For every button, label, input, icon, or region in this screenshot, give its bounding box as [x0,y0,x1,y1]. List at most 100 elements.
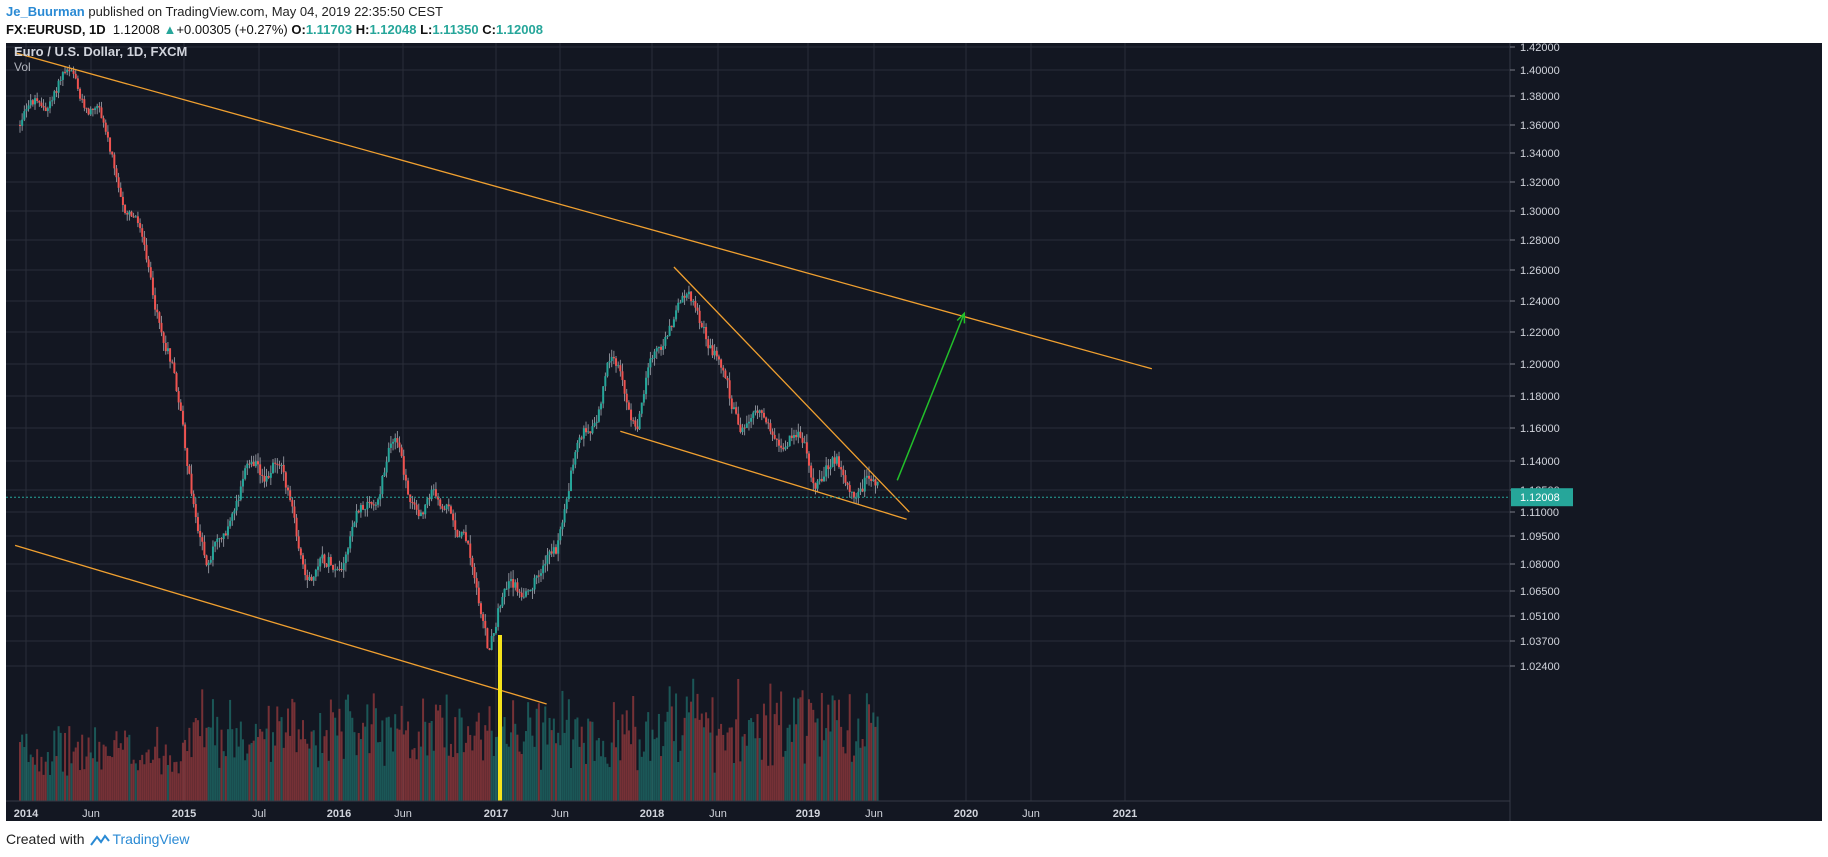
candle-body [55,91,58,93]
candle-body [342,563,345,571]
candle-body [267,476,270,478]
volume-bar [471,750,474,801]
tradingview-link[interactable]: TradingView [112,831,190,847]
volume-bar [632,696,635,801]
candle-body [417,509,420,517]
author-link[interactable]: Je_Buurman [6,4,85,19]
candle-body [835,456,838,464]
volume-bar [312,730,315,801]
volume-bar [868,704,871,801]
candle-body [124,204,127,214]
candle-body [503,588,506,598]
candle-body [460,531,463,537]
candle-body [216,538,219,543]
volume-bar [23,747,26,801]
volume-bar [668,686,671,801]
volume-bar [863,746,866,801]
candle-body [21,119,24,126]
candle-body [687,291,690,295]
volume-bar [509,732,512,801]
volume-bar [591,721,594,801]
volume-bar [818,756,821,801]
volume-bar [246,753,249,801]
candle-body [795,435,798,438]
candle-body [434,489,437,497]
volume-bar [269,761,272,801]
volume-bar [780,691,783,801]
volume-bar [563,732,566,801]
candle-body [139,223,142,229]
candle-body [636,426,639,430]
volume-bar [696,693,699,801]
candle-body [533,577,536,590]
candle-body [713,350,716,356]
candle-body [672,319,675,328]
volume-bar [732,763,735,801]
volume-bar [709,732,712,801]
candle-body [649,358,652,368]
volume-bar [340,731,343,801]
candle-body [572,464,575,471]
candle-body [377,499,380,505]
volume-bar [561,690,564,801]
volume-bar [121,749,124,801]
candle-body [156,309,159,313]
candle-body [29,100,32,106]
volume-bar [377,742,380,801]
candle-body [407,480,410,495]
candle-body [297,536,300,549]
volume-bar [409,758,412,801]
candle-body [647,367,650,378]
chart-area[interactable]: 1.42000 1.40000 1.38000 1.36000 1.34000 1.320… [6,43,1822,821]
price-tick-label: 1.42000 [1520,43,1560,54]
candles [19,64,879,651]
volume-bar [224,756,227,801]
time-tick-label: Jun [865,808,883,820]
candle-body [619,365,622,372]
volume-bar [57,726,60,801]
candle-body [274,462,277,464]
candle-body [467,540,470,544]
volume-bar [679,750,682,801]
volume-bar [293,702,296,801]
candle-body [314,569,317,577]
volume-bar [111,757,114,801]
volume-bar [284,732,287,801]
candle-body [580,437,583,439]
volume-bar [91,758,94,801]
candle-body [241,478,244,487]
candle-body [235,500,238,511]
candle-body [582,428,585,439]
candle-body [57,80,60,93]
candle-body [387,447,390,462]
candle-body [121,196,124,205]
candle-body [383,472,386,476]
volume-bar [458,708,461,801]
volume-bar [368,753,371,801]
candle-body [497,608,500,627]
volume-bar [606,763,609,801]
price-chart[interactable]: 1.42000 1.40000 1.38000 1.36000 1.34000 1.320… [6,43,1822,821]
candle-body [239,486,242,500]
candle-body [610,356,613,362]
volume-bar [666,711,669,801]
candle-body [128,211,131,215]
candle-body [171,361,174,363]
candle-body [250,461,253,465]
candle-body [490,636,493,650]
volume-bar [447,755,450,801]
candle-body [600,403,603,410]
candle-body [720,359,723,368]
volume-bar [351,717,354,801]
candle-body [700,323,703,328]
candle-body [786,446,789,448]
candle-body [456,529,459,537]
volume-indicator-label: Vol [14,60,31,74]
volume-bar [104,746,107,801]
volume-bar [314,745,317,801]
volume-bar [859,747,862,801]
candle-body [454,520,457,530]
volume-bar [100,769,103,801]
candle-body [705,327,708,340]
volume-bar [557,732,560,801]
